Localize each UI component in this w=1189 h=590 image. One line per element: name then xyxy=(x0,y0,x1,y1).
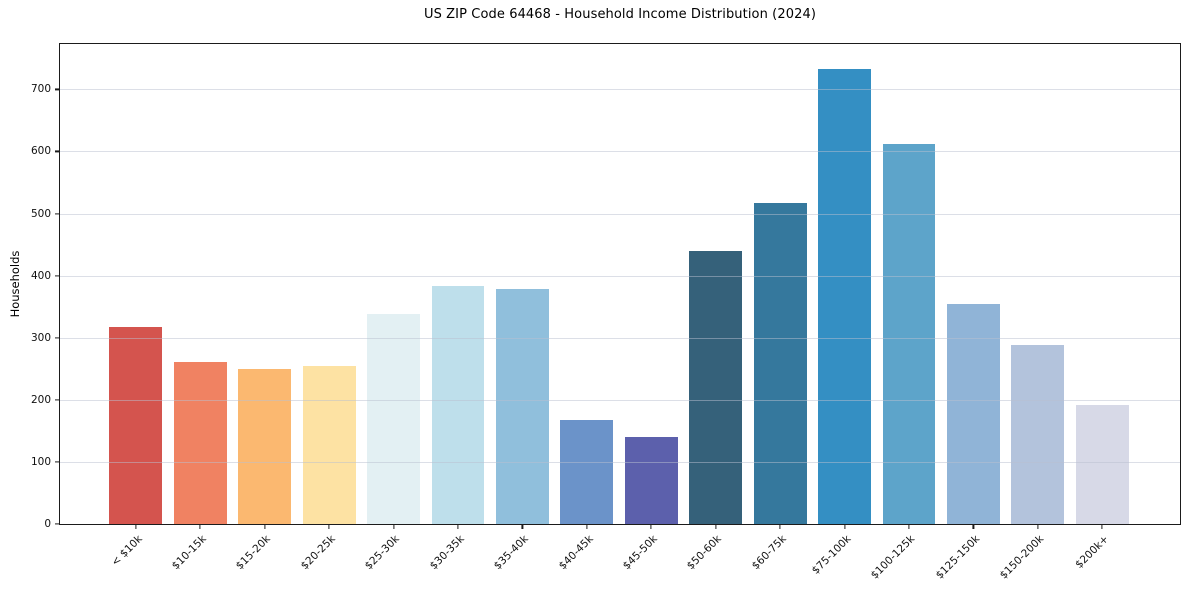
bar-75-100k xyxy=(818,69,871,524)
y-tick-mark xyxy=(55,399,60,401)
y-tick-mark xyxy=(55,150,60,153)
y-tick-mark xyxy=(55,212,60,215)
gridline xyxy=(60,275,1180,277)
y-tick-label: 700 xyxy=(30,83,51,96)
x-tick-mark xyxy=(715,524,717,529)
gridline xyxy=(60,399,1180,401)
bar-100-125k xyxy=(882,143,936,524)
y-tick-label: 500 xyxy=(30,207,51,220)
bar-20-25k xyxy=(302,365,356,524)
y-tick-mark xyxy=(55,337,60,339)
x-tick-mark xyxy=(908,524,910,529)
y-tick-label: 200 xyxy=(30,393,51,406)
gridline xyxy=(60,213,1180,215)
y-tick-mark xyxy=(55,275,60,277)
bar-30-35k xyxy=(431,285,485,524)
bar-35-40k xyxy=(495,288,549,524)
bar-10-15k xyxy=(173,361,227,524)
y-tick-mark xyxy=(55,88,60,90)
x-tick-mark xyxy=(521,524,523,529)
gridline xyxy=(60,151,1180,153)
bar-150-200k xyxy=(1011,344,1065,524)
x-tick-label: $125-150k xyxy=(933,533,982,582)
y-tick-mark xyxy=(55,523,60,525)
x-tick-mark xyxy=(1101,524,1103,529)
x-tick-label: $75-100k xyxy=(809,533,854,577)
x-tick-mark xyxy=(328,524,330,529)
x-tick-label: $25-30k xyxy=(362,533,403,573)
x-tick-label: < $10k xyxy=(108,533,145,569)
x-tick-label: $150-200k xyxy=(997,533,1047,582)
y-tick-label: 300 xyxy=(30,331,51,344)
gridline xyxy=(60,337,1180,339)
bar-200k xyxy=(1075,404,1129,524)
x-tick-label: $100-125k xyxy=(868,533,918,582)
gridline xyxy=(60,461,1180,463)
x-tick-label: $60-75k xyxy=(749,533,789,573)
x-tick-mark xyxy=(586,524,588,529)
x-tick-mark xyxy=(392,524,395,529)
bar-40-45k xyxy=(560,419,614,524)
bar-10k xyxy=(109,326,163,524)
x-tick-label: $35-40k xyxy=(491,533,531,573)
bar-45-50k xyxy=(624,437,678,524)
x-tick-label: $200k+ xyxy=(1072,533,1111,571)
y-tick-label: 100 xyxy=(30,455,51,468)
y-tick-mark xyxy=(55,461,60,463)
bar-50-60k xyxy=(689,250,743,524)
chart-title: US ZIP Code 64468 - Household Income Dis… xyxy=(423,7,817,22)
bar-60-75k xyxy=(753,202,807,524)
plot-area: < $10k $10-15k $15-20k $20-25k $25-30k $30-35… xyxy=(31,43,1181,582)
y-tick-label: 400 xyxy=(30,269,51,282)
x-tick-mark xyxy=(1037,524,1039,529)
bar-25-30k xyxy=(367,313,420,524)
x-tick-mark xyxy=(650,524,652,529)
y-tick-label: 600 xyxy=(30,145,51,158)
x-tick-label: $10-15k xyxy=(169,533,209,573)
x-tick-label: $20-25k xyxy=(298,533,338,573)
x-tick-mark xyxy=(457,524,459,529)
bar-15-20k xyxy=(238,369,292,524)
y-tick-label: 0 xyxy=(44,518,51,530)
x-tick-mark xyxy=(972,524,974,529)
x-tick-label: $45-50k xyxy=(620,533,660,573)
x-tick-mark xyxy=(135,524,137,529)
x-tick-mark xyxy=(779,524,781,529)
bar-125-150k xyxy=(946,304,1000,524)
x-tick-label: $50-60k xyxy=(685,533,725,573)
y-axis-label: Households xyxy=(8,250,22,318)
x-tick-mark xyxy=(843,524,846,529)
x-tick-mark xyxy=(264,524,266,529)
x-tick-label: $40-45k xyxy=(556,533,596,573)
x-tick-label: $30-35k xyxy=(427,533,467,573)
gridline xyxy=(60,89,1180,91)
x-tick-mark xyxy=(199,524,201,529)
x-tick-label: $15-20k xyxy=(234,533,274,573)
